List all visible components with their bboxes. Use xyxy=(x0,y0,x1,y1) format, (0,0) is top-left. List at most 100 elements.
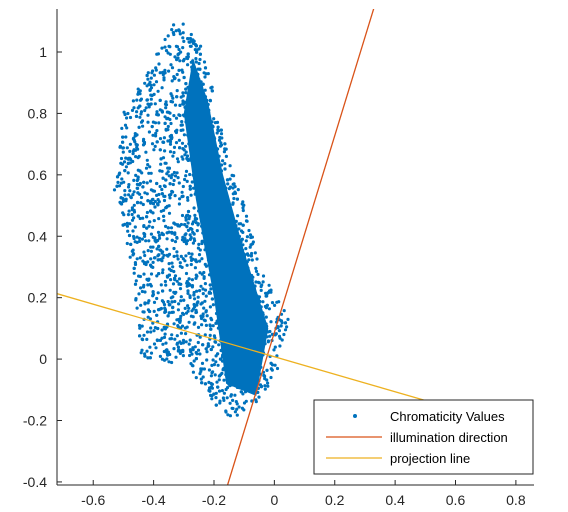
scatter-point xyxy=(193,213,197,217)
y-tick-label: -0.2 xyxy=(23,413,47,429)
scatter-point xyxy=(167,262,171,266)
scatter-point xyxy=(211,324,215,328)
scatter-point xyxy=(158,169,162,173)
scatter-point xyxy=(168,142,173,146)
scatter-point xyxy=(172,246,176,251)
scatter-point xyxy=(149,232,153,236)
scatter-point xyxy=(235,413,239,417)
scatter-point xyxy=(261,300,265,304)
scatter-point xyxy=(158,184,162,189)
scatter-point xyxy=(172,145,177,149)
scatter-point xyxy=(184,242,189,246)
scatter-point xyxy=(250,251,254,256)
scatter-point xyxy=(119,161,123,165)
scatter-point xyxy=(133,262,138,266)
scatter-point xyxy=(186,221,190,225)
scatter-point xyxy=(163,308,167,312)
scatter-point xyxy=(259,385,263,389)
scatter-point xyxy=(168,182,172,186)
scatter-point xyxy=(182,75,186,80)
scatter-point xyxy=(226,182,230,186)
scatter-point xyxy=(186,289,190,293)
scatter-point xyxy=(146,278,151,282)
scatter-point xyxy=(199,369,203,373)
scatter-point xyxy=(175,89,179,93)
y-tick-label: -0.4 xyxy=(23,474,47,490)
scatter-point xyxy=(190,227,194,231)
scatter-point xyxy=(259,284,263,289)
scatter-point xyxy=(192,39,196,43)
scatter-point xyxy=(141,310,145,314)
scatter-dense-core xyxy=(183,58,269,396)
scatter-point xyxy=(188,295,192,300)
scatter-point xyxy=(178,113,182,118)
scatter-point xyxy=(166,116,170,120)
scatter-point xyxy=(160,192,164,196)
scatter-point xyxy=(142,272,146,276)
scatter-point xyxy=(188,233,192,237)
scatter-point xyxy=(128,115,133,120)
scatter-point xyxy=(123,169,127,173)
scatter-point xyxy=(220,389,224,393)
scatter-point xyxy=(142,224,146,229)
scatter-point xyxy=(195,229,199,233)
scatter-point xyxy=(141,124,145,128)
scatter-point xyxy=(244,399,248,403)
scatter-point xyxy=(164,106,168,110)
scatter-point xyxy=(154,134,158,138)
scatter-point xyxy=(154,346,158,350)
scatter-point xyxy=(178,264,182,268)
scatter-point xyxy=(207,290,212,294)
scatter-point xyxy=(254,398,258,402)
scatter-point xyxy=(136,156,140,160)
scatter-point xyxy=(191,370,195,374)
scatter-point xyxy=(161,268,165,272)
scatter-point xyxy=(193,48,197,52)
scatter-point xyxy=(254,266,258,270)
scatter-point xyxy=(187,40,191,44)
scatter-point xyxy=(131,99,135,103)
scatter-point xyxy=(146,71,150,75)
x-tick-label: -0.2 xyxy=(202,492,226,508)
scatter-point xyxy=(119,196,123,200)
scatter-point xyxy=(155,140,159,144)
scatter-point xyxy=(172,269,176,274)
scatter-point xyxy=(224,154,228,158)
scatter-point xyxy=(121,150,125,154)
x-tick-label: 0.6 xyxy=(446,492,466,508)
scatter-point xyxy=(162,198,167,203)
scatter-point xyxy=(121,140,125,144)
scatter-point xyxy=(146,77,150,81)
scatter-point xyxy=(233,185,237,189)
scatter-point xyxy=(198,52,202,56)
scatter-point xyxy=(173,55,177,59)
scatter-point xyxy=(144,106,148,110)
scatter-point xyxy=(209,327,213,331)
scatter-point xyxy=(170,28,174,32)
scatter-point xyxy=(241,200,245,204)
scatter-point xyxy=(208,283,212,287)
scatter-point xyxy=(137,274,141,278)
y-tick-label: 0 xyxy=(39,351,47,367)
scatter-point xyxy=(204,309,208,313)
scatter-point xyxy=(193,217,197,222)
scatter-point xyxy=(159,283,163,287)
scatter-point xyxy=(209,374,213,378)
scatter-point xyxy=(162,194,166,198)
scatter-point xyxy=(152,92,156,96)
scatter-point xyxy=(182,39,186,44)
scatter-point xyxy=(198,335,202,339)
scatter-point xyxy=(148,356,152,360)
scatter-point xyxy=(146,249,150,253)
scatter-point xyxy=(162,253,166,257)
scatter-point xyxy=(240,237,244,241)
scatter-point xyxy=(184,144,188,148)
scatter-point xyxy=(194,308,198,312)
scatter-point xyxy=(145,192,149,196)
scatter-point xyxy=(142,231,146,236)
scatter-point xyxy=(244,247,248,251)
scatter-point xyxy=(177,202,181,206)
scatter-point xyxy=(166,128,170,132)
scatter-point xyxy=(210,386,214,390)
